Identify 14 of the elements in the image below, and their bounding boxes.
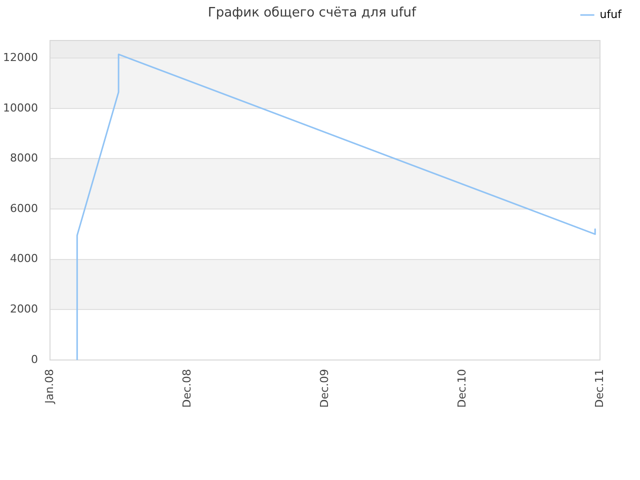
y-tick-label: 4000: [10, 252, 38, 266]
y-tick-label: 8000: [10, 152, 38, 165]
x-tick-label: Dec.08: [180, 369, 194, 408]
y-tick-label: 2000: [10, 302, 38, 316]
y-tick-label: 6000: [10, 202, 38, 215]
x-tick-label: Dec.10: [455, 369, 468, 408]
y-tick-label: 10000: [3, 101, 38, 114]
chart-title: График общего счёта для ufuf: [208, 5, 417, 20]
y-tick-label: 0: [31, 352, 38, 366]
y-tick-label: 12000: [3, 50, 38, 64]
legend-label: ufuf: [600, 8, 623, 21]
x-tick-label: Dec.09: [318, 369, 331, 408]
x-tick-label: Jan.08: [42, 369, 56, 404]
x-tick-label: Dec.11: [592, 369, 606, 408]
